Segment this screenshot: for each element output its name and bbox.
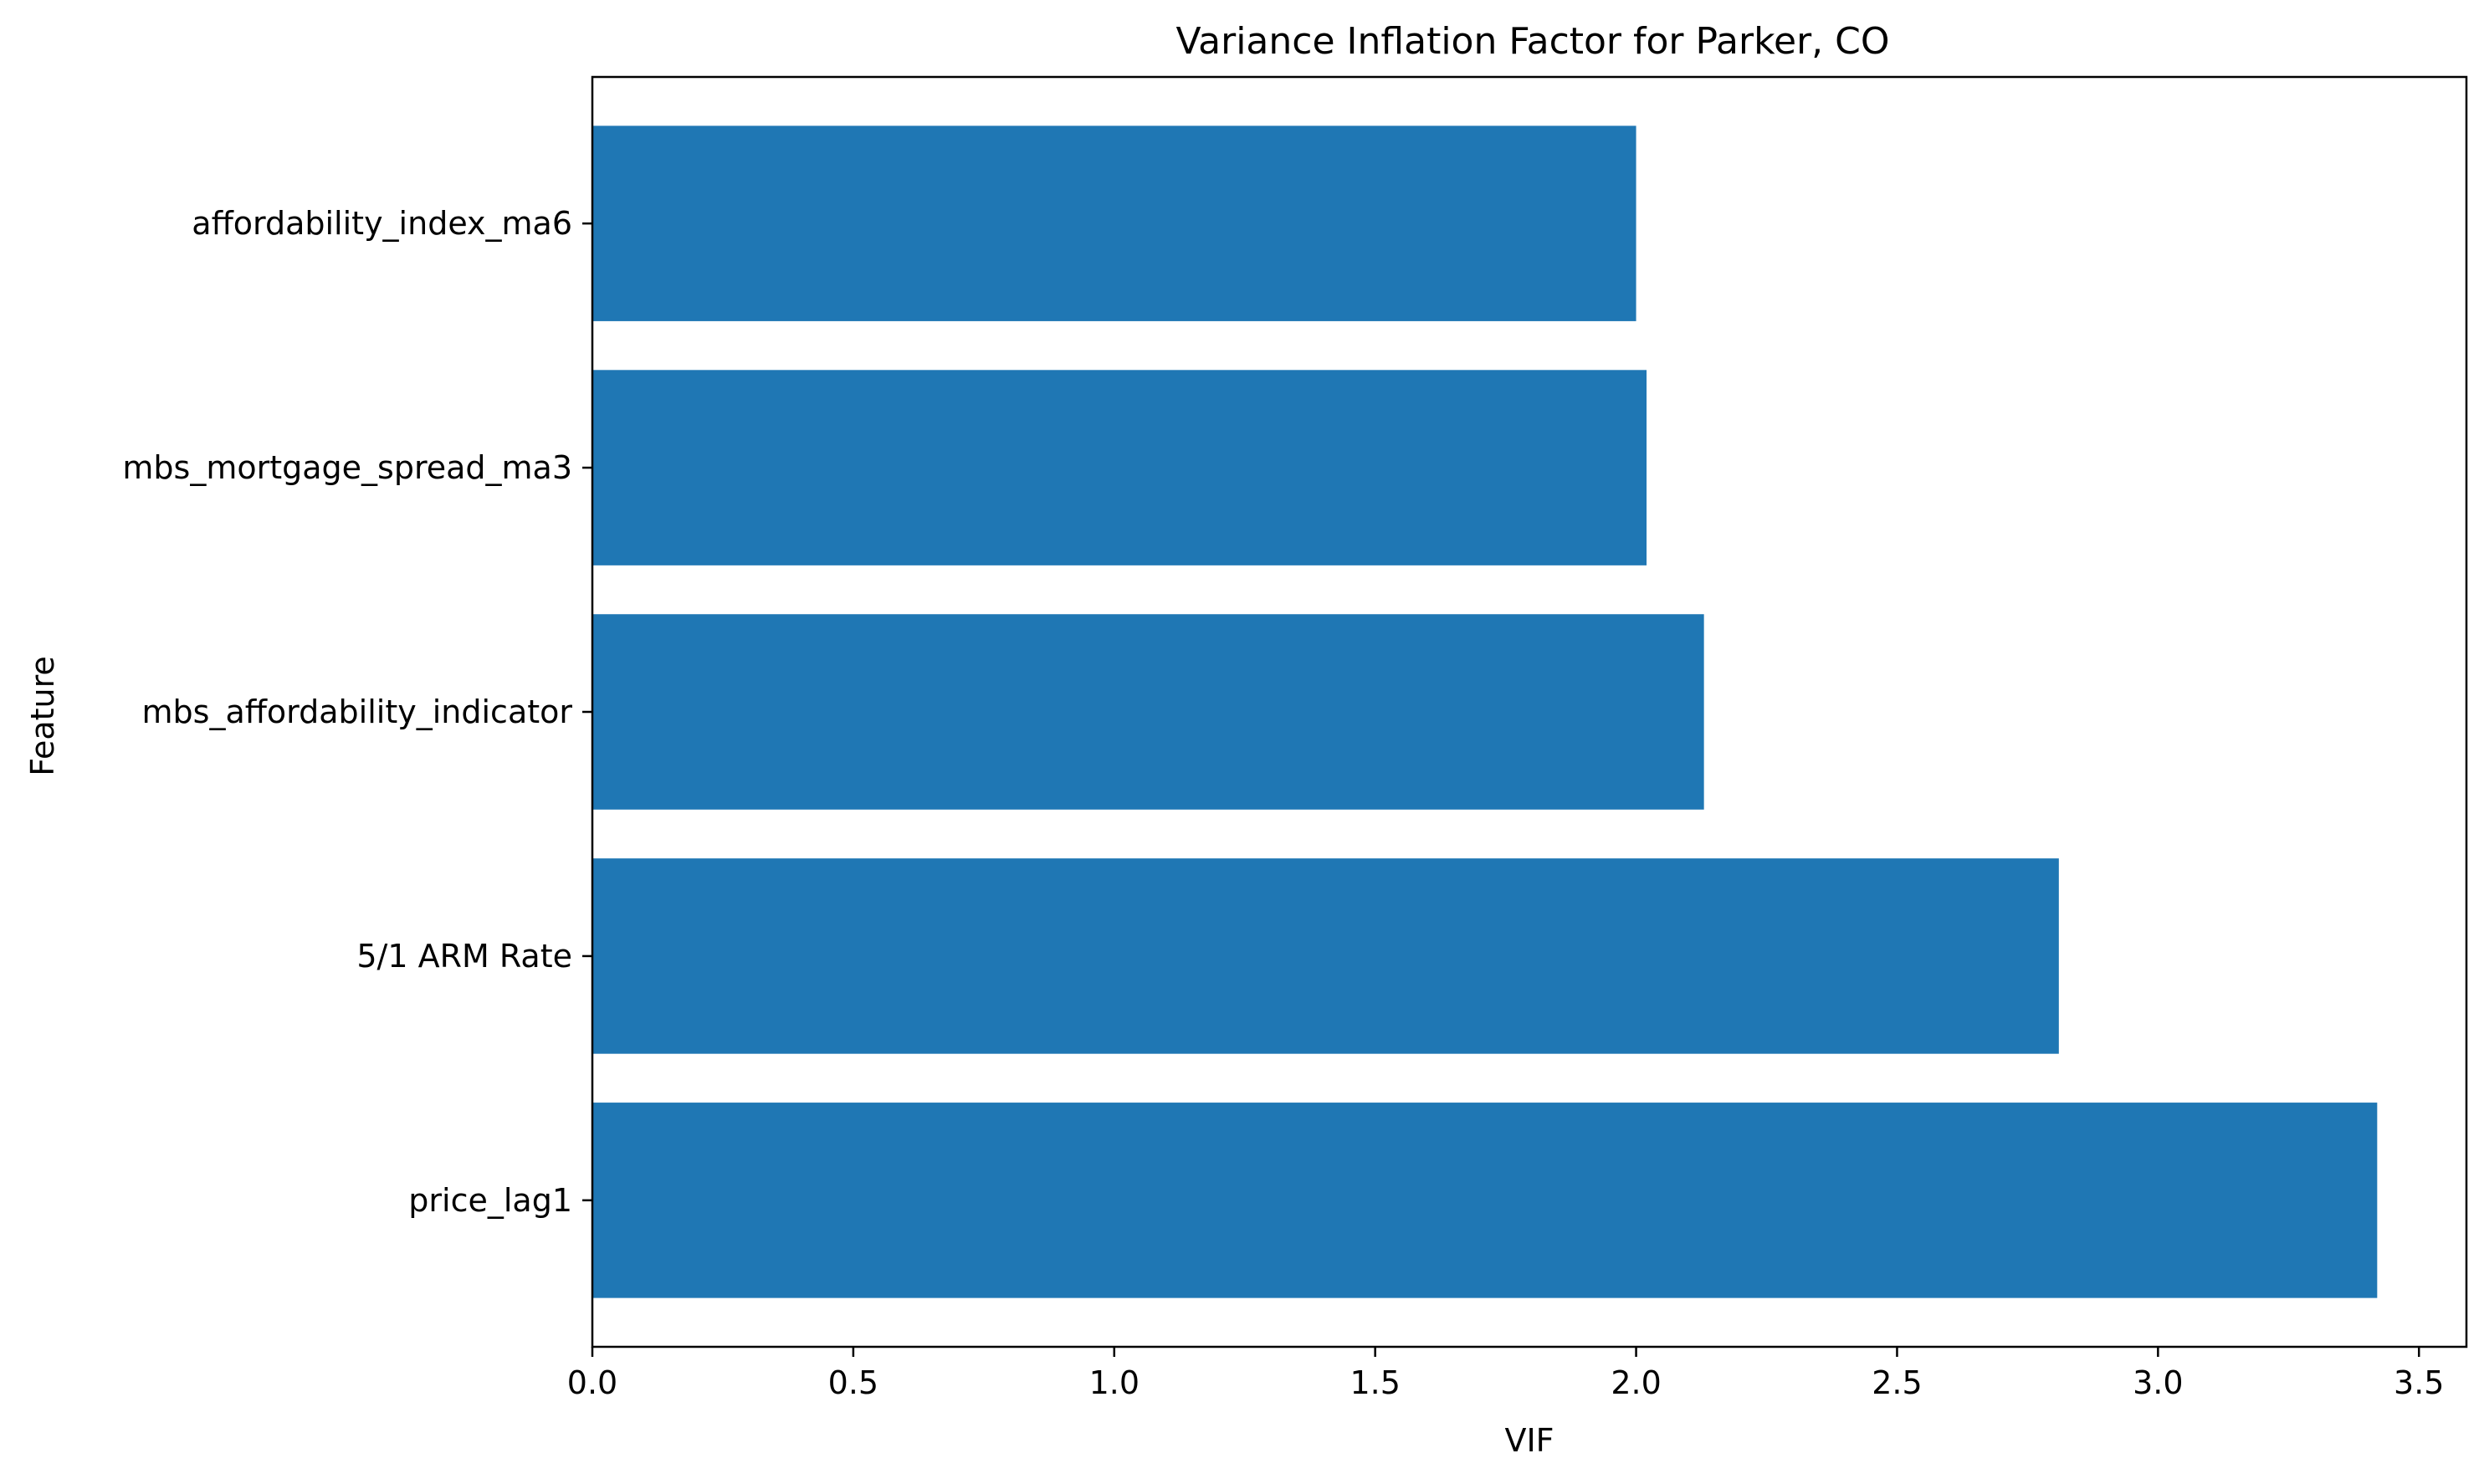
x-tick-label-2: 1.0	[1089, 1364, 1140, 1401]
bar-0	[592, 1103, 2378, 1298]
x-tick-label-7: 3.5	[2394, 1364, 2444, 1401]
chart-title: Variance Inflation Factor for Parker, CO	[1175, 20, 1889, 63]
bar-2	[592, 614, 1704, 810]
y-tick-label-4: affordability_index_ma6	[192, 205, 572, 242]
x-tick-label-5: 2.5	[1872, 1364, 1922, 1401]
y-axis-label: Feature	[24, 656, 61, 776]
bar-4	[592, 125, 1636, 321]
y-tick-label-0: price_lag1	[408, 1182, 572, 1219]
y-axis: price_lag1 5/1 ARM Rate mbs_affordability_…	[122, 205, 592, 1219]
bar-1	[592, 858, 2059, 1054]
x-axis-label: VIF	[1504, 1422, 1554, 1459]
x-tick-label-6: 3.0	[2133, 1364, 2183, 1401]
bar-3	[592, 370, 1647, 565]
x-tick-label-0: 0.0	[567, 1364, 617, 1401]
x-tick-label-1: 0.5	[828, 1364, 878, 1401]
x-tick-label-3: 1.5	[1350, 1364, 1400, 1401]
x-axis: 0.0 0.5 1.0 1.5 2.0 2.5 3.0 3.5	[567, 1347, 2444, 1401]
y-tick-label-2: mbs_affordability_indicator	[142, 693, 573, 730]
x-tick-label-4: 2.0	[1611, 1364, 1661, 1401]
bars	[592, 125, 2378, 1298]
y-tick-label-1: 5/1 ARM Rate	[356, 938, 572, 975]
y-tick-label-3: mbs_mortgage_spread_ma3	[122, 449, 572, 486]
